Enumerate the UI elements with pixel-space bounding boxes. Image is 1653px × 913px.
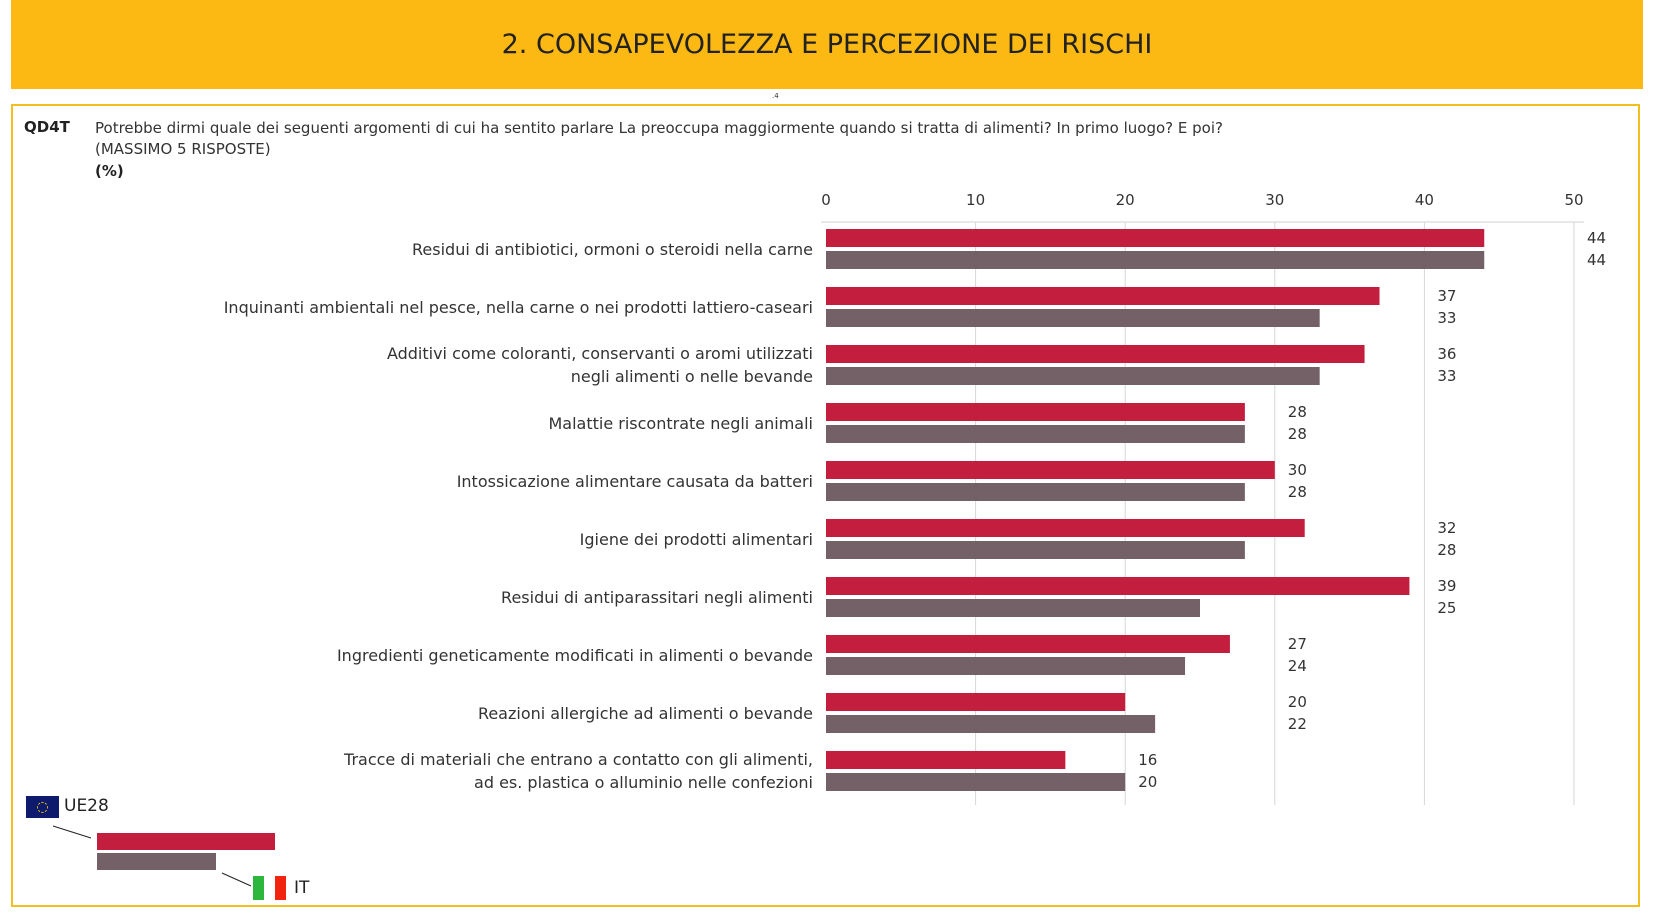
bar-it (826, 599, 1200, 617)
bar-eu (826, 287, 1380, 305)
bar-it (826, 251, 1485, 269)
category-label-line: Residui di antiparassitari negli aliment… (501, 587, 813, 607)
bar-eu (826, 461, 1275, 479)
category-label: Additivi come coloranti, conservanti o a… (387, 342, 813, 388)
data-label: 28 (1288, 425, 1307, 443)
bar-eu (826, 229, 1485, 247)
it-flag-icon (253, 876, 286, 900)
category-label-line: Tracce di materiali che entrano a contat… (344, 750, 813, 769)
legend-it-pointer (221, 872, 252, 887)
question-id: QD4T (24, 118, 70, 136)
tick-label: 0 (821, 191, 831, 209)
bar-eu (826, 519, 1305, 537)
data-label: 36 (1437, 345, 1456, 363)
bar-it (826, 657, 1186, 675)
legend-eu-bar (97, 833, 275, 850)
category-label: Ingredienti geneticamente modificati in … (337, 644, 813, 667)
category-label-line: Additivi come coloranti, conservanti o a… (386, 344, 813, 363)
bar-eu (826, 403, 1245, 421)
bar-eu (826, 751, 1066, 769)
question-body: Potrebbe dirmi quale dei seguenti argome… (95, 119, 1223, 137)
category-label: Igiene dei prodotti alimentari (580, 528, 813, 551)
question-note: (MASSIMO 5 RISPOSTE) (95, 140, 271, 158)
data-label: 30 (1288, 461, 1307, 479)
data-label: 44 (1587, 251, 1606, 269)
tick-label: 40 (1415, 191, 1434, 209)
bar-it (826, 541, 1245, 559)
bar-it (826, 367, 1320, 385)
category-label-line: Malattie riscontrate negli animali (548, 413, 813, 433)
data-label: 44 (1587, 229, 1606, 247)
data-label: 20 (1288, 693, 1307, 711)
question-text: Potrebbe dirmi quale dei seguenti argome… (95, 118, 1223, 160)
bar-it (826, 309, 1320, 327)
data-label: 25 (1437, 599, 1456, 617)
data-label: 24 (1288, 657, 1307, 675)
eu-flag-icon: ◌ (26, 796, 59, 818)
category-label-line: negli alimenti o nelle bevande (570, 367, 813, 386)
bar-it (826, 425, 1245, 443)
category-label-line: Intossicazione alimentare causata da bat… (456, 471, 813, 491)
data-label: 37 (1437, 287, 1456, 305)
category-label: Tracce di materiali che entrano a contat… (344, 748, 813, 794)
tick-label: 30 (1265, 191, 1284, 209)
tick-label: 10 (966, 191, 985, 209)
tick-label: 20 (1116, 191, 1135, 209)
page-marker: .4 (772, 92, 779, 100)
category-label-line: Residui di antibiotici, ormoni o steroid… (412, 239, 813, 259)
data-label: 33 (1437, 309, 1456, 327)
category-label: Malattie riscontrate negli animali (548, 412, 813, 435)
bar-it (826, 715, 1156, 733)
data-label: 22 (1288, 715, 1307, 733)
category-label: Reazioni allergiche ad alimenti o bevand… (478, 702, 813, 725)
legend-eu-pointer (52, 825, 92, 839)
category-label: Inquinanti ambientali nel pesce, nella c… (224, 296, 813, 319)
legend-it-bar (97, 853, 216, 870)
category-label-line: Reazioni allergiche ad alimenti o bevand… (477, 703, 813, 723)
legend-eu-label: UE28 (64, 796, 109, 816)
category-label: Residui di antiparassitari negli aliment… (501, 586, 813, 609)
bar-eu (826, 345, 1365, 363)
bar-eu (826, 577, 1410, 595)
legend-it-label: IT (294, 878, 310, 898)
section-header: 2. CONSAPEVOLEZZA E PERCEZIONE DEI RISCH… (11, 0, 1643, 89)
category-label: Residui di antibiotici, ormoni o steroid… (412, 238, 813, 261)
bar-it (826, 483, 1245, 501)
category-label-line: Ingredienti geneticamente modificati in … (336, 645, 813, 665)
category-label-line: ad es. plastica o alluminio nelle confez… (474, 773, 813, 792)
section-title: 2. CONSAPEVOLEZZA E PERCEZIONE DEI RISCH… (501, 29, 1153, 60)
data-label: 39 (1437, 577, 1456, 595)
data-label: 27 (1288, 635, 1307, 653)
chart-frame (11, 104, 1640, 907)
data-label: 33 (1437, 367, 1456, 385)
unit-label: (%) (95, 162, 124, 180)
category-label: Intossicazione alimentare causata da bat… (457, 470, 813, 493)
data-label: 28 (1437, 541, 1456, 559)
bar-eu (826, 693, 1126, 711)
bar-eu (826, 635, 1230, 653)
category-label-line: Igiene dei prodotti alimentari (579, 529, 813, 549)
data-label: 20 (1138, 773, 1157, 791)
tick-label: 50 (1564, 191, 1583, 209)
category-label-line: Inquinanti ambientali nel pesce, nella c… (223, 297, 813, 317)
data-label: 28 (1288, 483, 1307, 501)
data-label: 32 (1437, 519, 1456, 537)
data-label: 16 (1138, 751, 1157, 769)
data-label: 28 (1288, 403, 1307, 421)
bar-it (826, 773, 1126, 791)
